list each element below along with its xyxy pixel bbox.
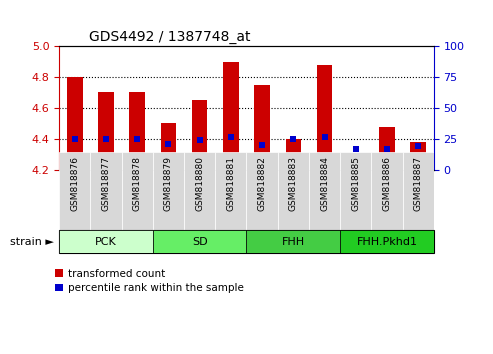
Bar [223, 62, 239, 170]
Bar [317, 64, 332, 170]
Bar [246, 230, 340, 253]
Text: GSM818886: GSM818886 [383, 156, 391, 211]
Text: GDS4492 / 1387748_at: GDS4492 / 1387748_at [89, 30, 250, 44]
Bar [246, 152, 278, 230]
Bar [340, 152, 371, 230]
Legend: transformed count, percentile rank within the sample: transformed count, percentile rank withi… [55, 269, 244, 293]
Text: GSM818885: GSM818885 [352, 156, 360, 211]
Bar [309, 152, 340, 230]
Text: GSM818882: GSM818882 [258, 156, 267, 211]
Text: SD: SD [192, 236, 208, 247]
Text: FHH: FHH [282, 236, 305, 247]
Bar [348, 156, 363, 170]
Bar [59, 152, 90, 230]
Bar [59, 230, 153, 253]
Text: GSM818884: GSM818884 [320, 156, 329, 211]
Bar [184, 152, 215, 230]
Bar [122, 152, 153, 230]
Bar [153, 152, 184, 230]
Bar [379, 126, 395, 170]
Bar [278, 152, 309, 230]
Text: GSM818876: GSM818876 [70, 156, 79, 211]
Bar [192, 100, 208, 170]
Text: PCK: PCK [95, 236, 117, 247]
Bar [129, 92, 145, 170]
Bar [403, 152, 434, 230]
Text: strain ►: strain ► [10, 236, 54, 247]
Text: GSM818879: GSM818879 [164, 156, 173, 211]
Text: GSM818883: GSM818883 [289, 156, 298, 211]
Bar [98, 92, 114, 170]
Bar [153, 230, 246, 253]
Bar [90, 152, 122, 230]
Bar [340, 230, 434, 253]
Bar [254, 85, 270, 170]
Text: GSM818880: GSM818880 [195, 156, 204, 211]
Bar [410, 142, 426, 170]
Bar [161, 124, 176, 170]
Bar [371, 152, 403, 230]
Text: GSM818877: GSM818877 [102, 156, 110, 211]
Text: FHH.Pkhd1: FHH.Pkhd1 [356, 236, 418, 247]
Bar [67, 77, 83, 170]
Bar [215, 152, 246, 230]
Text: GSM818881: GSM818881 [226, 156, 235, 211]
Text: GSM818878: GSM818878 [133, 156, 141, 211]
Bar [285, 139, 301, 170]
Text: GSM818887: GSM818887 [414, 156, 423, 211]
